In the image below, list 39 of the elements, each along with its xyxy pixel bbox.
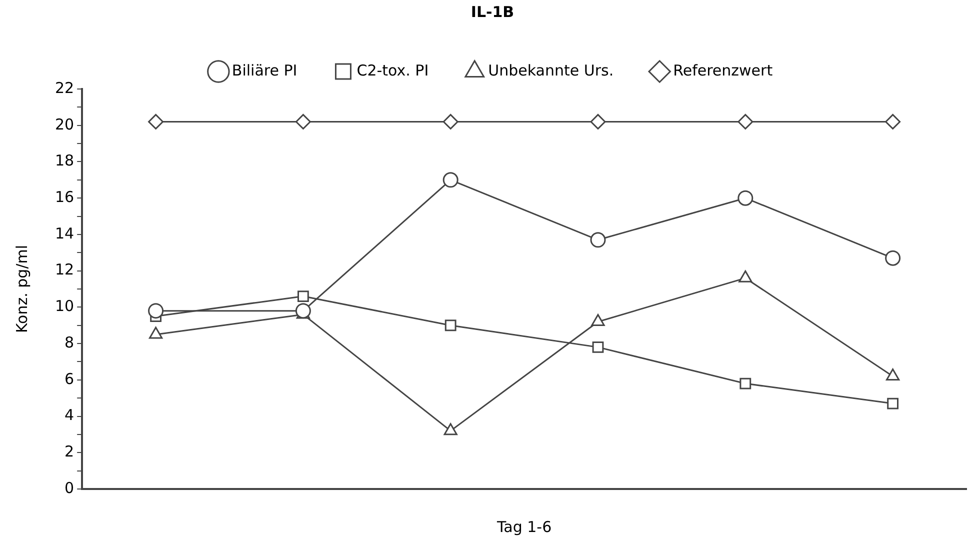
legend-label: Unbekannte Urs. (488, 61, 614, 80)
point (444, 423, 458, 436)
chart-title: IL-1B (470, 2, 514, 21)
point (297, 290, 309, 302)
y-tick-label: 14 (54, 224, 74, 242)
point (590, 232, 606, 248)
y-tick-label: 16 (54, 188, 74, 206)
point (590, 114, 606, 130)
point (442, 114, 458, 130)
point (444, 320, 456, 332)
point (738, 190, 754, 206)
y-tick-label: 10 (54, 297, 74, 316)
y-tick-label: 4 (64, 406, 74, 424)
legend-label: C2-tox. PI (356, 61, 429, 80)
y-tick-label: 2 (64, 442, 74, 461)
point (148, 114, 164, 130)
point (738, 114, 754, 130)
y-axis-title: Konz. pg/ml (12, 244, 31, 334)
point (148, 303, 164, 319)
y-tick-label: 6 (64, 370, 74, 388)
point (295, 114, 311, 130)
legend-label: Referenzwert (673, 61, 773, 80)
point (887, 398, 898, 410)
x-axis-title: Tag 1-6 (496, 518, 552, 536)
y-tick-label: 20 (54, 115, 74, 134)
point (885, 250, 901, 266)
point (885, 114, 901, 130)
point (148, 326, 163, 339)
point (740, 378, 752, 390)
point (442, 172, 458, 188)
point (886, 368, 900, 381)
y-tick-label: 0 (64, 478, 74, 497)
legend-label: Biliäre PI (232, 61, 298, 80)
point (592, 341, 604, 353)
point (295, 303, 311, 319)
y-tick-label: 8 (64, 333, 74, 352)
y-tick-label: 22 (54, 78, 74, 97)
y-tick-label: 12 (54, 260, 74, 279)
y-tick-label: 18 (54, 152, 74, 170)
